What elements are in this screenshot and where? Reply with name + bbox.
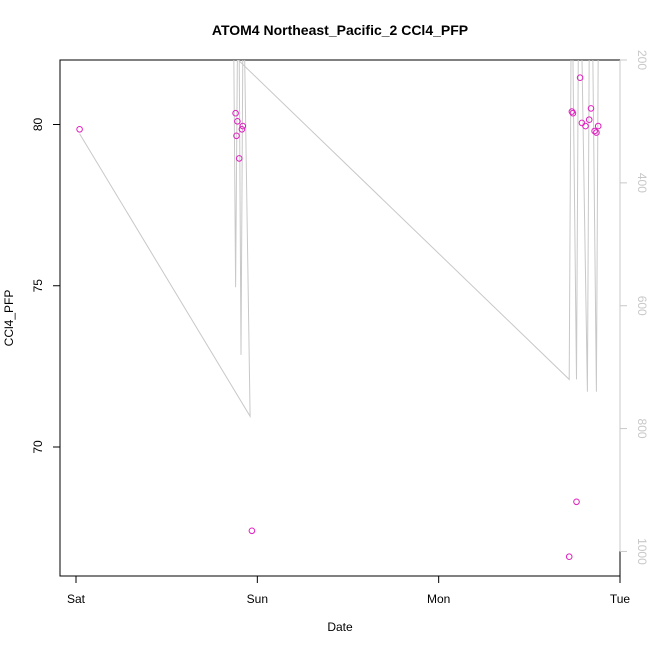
y-axis: 70 75 80 xyxy=(31,118,61,454)
data-point xyxy=(235,155,243,162)
data-point xyxy=(239,122,247,130)
y2-tick-label: 1000 xyxy=(635,538,649,565)
pressure-line-path xyxy=(79,60,599,419)
data-point xyxy=(594,122,602,130)
data-point xyxy=(248,527,256,535)
y-tick-label: 70 xyxy=(31,440,45,454)
data-point xyxy=(234,118,241,125)
x-tick-label: Sat xyxy=(67,592,86,606)
x-tick-label: Tue xyxy=(610,592,631,606)
data-point xyxy=(569,109,577,117)
y-axis-title: CCl4_PFP xyxy=(2,290,16,347)
data-point xyxy=(233,132,240,140)
data-point xyxy=(238,126,246,133)
plot-frame xyxy=(59,59,621,577)
data-point xyxy=(582,122,589,130)
x-axis-title: Date xyxy=(327,620,353,634)
data-point xyxy=(591,127,598,135)
data-point xyxy=(578,119,586,127)
data-point xyxy=(585,116,593,123)
x-tick-label: Mon xyxy=(427,592,450,606)
y2-tick-label: 200 xyxy=(635,50,649,70)
y2-axis: 200 400 600 800 1000 xyxy=(619,50,649,565)
data-point xyxy=(568,108,576,115)
y2-tick-label: 600 xyxy=(635,296,649,316)
chart-title: ATOM4 Northeast_Pacific_2 CCl4_PFP xyxy=(212,22,468,38)
ccl4-points xyxy=(76,74,602,561)
data-point xyxy=(576,74,584,81)
y2-tick-label: 400 xyxy=(635,173,649,193)
pressure-line xyxy=(79,60,599,419)
y-tick-label: 75 xyxy=(31,279,45,293)
data-point xyxy=(76,126,83,133)
x-axis: Sat Sun Mon Tue xyxy=(67,575,631,606)
data-point xyxy=(593,129,600,136)
data-point xyxy=(565,553,573,561)
data-point xyxy=(573,498,580,506)
y2-tick-label: 800 xyxy=(635,419,649,439)
y-tick-label: 80 xyxy=(31,118,45,132)
data-point xyxy=(587,105,595,112)
x-tick-label: Sun xyxy=(247,592,268,606)
data-point xyxy=(232,109,239,117)
